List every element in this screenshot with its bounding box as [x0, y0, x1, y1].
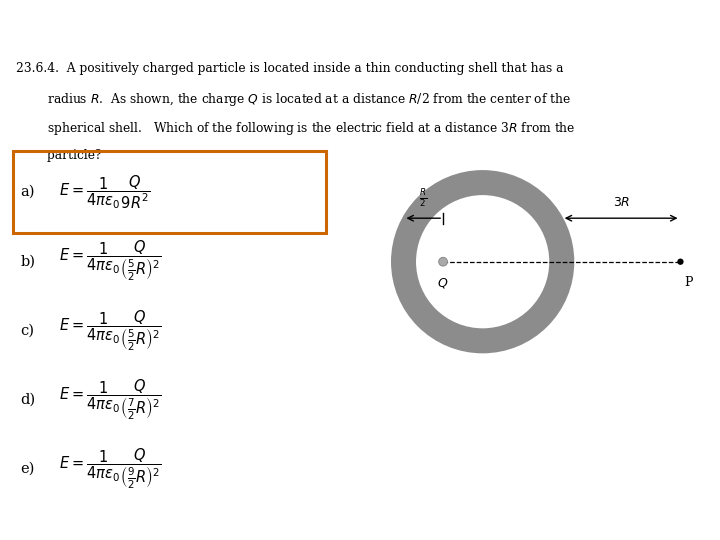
Text: $E = \dfrac{1}{4\pi\varepsilon_0} \dfrac{Q}{\left(\frac{5}{2} R\right)^2}$: $E = \dfrac{1}{4\pi\varepsilon_0} \dfrac…	[59, 308, 161, 353]
Text: a): a)	[20, 185, 35, 199]
Circle shape	[678, 259, 683, 265]
Text: WILEY: WILEY	[49, 11, 122, 29]
Circle shape	[403, 183, 562, 341]
Text: $E = \dfrac{1}{4\pi\varepsilon_0} \dfrac{Q}{9R^2}$: $E = \dfrac{1}{4\pi\varepsilon_0} \dfrac…	[59, 173, 150, 211]
Circle shape	[438, 258, 447, 266]
Text: d): d)	[20, 393, 35, 406]
Text: $Q$: $Q$	[438, 276, 449, 290]
Text: P: P	[685, 276, 693, 289]
Text: b): b)	[20, 254, 35, 268]
Text: c): c)	[20, 323, 34, 338]
Text: $3R$: $3R$	[613, 195, 629, 208]
Text: particle?: particle?	[16, 149, 102, 162]
Text: $E = \dfrac{1}{4\pi\varepsilon_0} \dfrac{Q}{\left(\frac{7}{2} R\right)^2}$: $E = \dfrac{1}{4\pi\varepsilon_0} \dfrac…	[59, 377, 161, 422]
Text: $\frac{R}{2}$: $\frac{R}{2}$	[419, 187, 428, 208]
Text: $E = \dfrac{1}{4\pi\varepsilon_0} \dfrac{Q}{\left(\frac{9}{2} R\right)^2}$: $E = \dfrac{1}{4\pi\varepsilon_0} \dfrac…	[59, 446, 161, 491]
Text: 23.6.4.  A positively charged particle is located inside a thin conducting shell: 23.6.4. A positively charged particle is…	[16, 62, 563, 75]
Text: radius $\mathit{R}$.  As shown, the charge $\mathit{Q}$ is located at a distance: radius $\mathit{R}$. As shown, the charg…	[16, 91, 571, 108]
Text: spherical shell.   Which of the following is the electric field at a distance 3$: spherical shell. Which of the following …	[16, 120, 575, 137]
Text: $E = \dfrac{1}{4\pi\varepsilon_0} \dfrac{Q}{\left(\frac{5}{2} R\right)^2}$: $E = \dfrac{1}{4\pi\varepsilon_0} \dfrac…	[59, 239, 161, 284]
Text: e): e)	[20, 461, 35, 475]
